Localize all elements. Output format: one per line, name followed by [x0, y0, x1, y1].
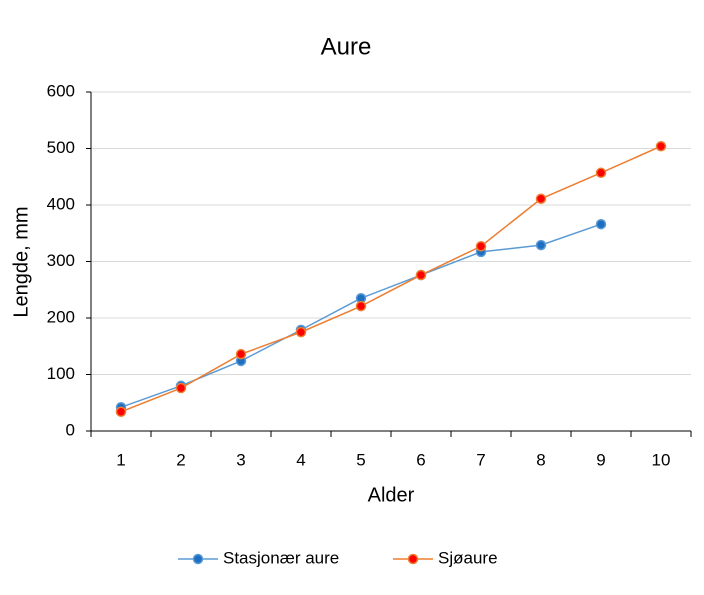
data-point — [475, 240, 487, 252]
y-tick-label: 500 — [47, 138, 75, 157]
legend-marker — [407, 553, 419, 565]
x-tick-label: 4 — [296, 450, 305, 469]
y-tick-label: 200 — [47, 307, 75, 326]
y-tick-label: 600 — [47, 81, 75, 100]
y-tick-label: 400 — [47, 194, 75, 213]
x-axis-title: Alder — [368, 484, 415, 506]
legend-marker — [192, 553, 204, 565]
x-tick-label: 3 — [236, 450, 245, 469]
x-tick-label: 6 — [416, 450, 425, 469]
data-point — [595, 167, 607, 179]
y-tick-label: 0 — [66, 420, 75, 439]
legend-label: Sjøaure — [438, 548, 498, 567]
data-point — [175, 382, 187, 394]
y-tick-label: 300 — [47, 251, 75, 270]
data-point — [535, 193, 547, 205]
legend-label: Stasjonær aure — [223, 548, 339, 567]
data-point — [655, 140, 667, 152]
data-point — [415, 269, 427, 281]
chart-title: Aure — [321, 33, 372, 60]
x-tick-label: 9 — [596, 450, 605, 469]
x-tick-label: 8 — [536, 450, 545, 469]
data-point — [535, 239, 547, 251]
data-point — [355, 300, 367, 312]
series-line — [120, 223, 602, 408]
x-tick-label: 1 — [116, 450, 125, 469]
y-axis-title: Lengde, mm — [10, 206, 32, 317]
y-tick-label: 100 — [47, 364, 75, 383]
data-point — [235, 348, 247, 360]
x-tick-label: 10 — [652, 450, 671, 469]
series-line — [120, 145, 662, 413]
x-tick-label: 7 — [476, 450, 485, 469]
x-tick-label: 5 — [356, 450, 365, 469]
data-point — [595, 218, 607, 230]
x-tick-label: 2 — [176, 450, 185, 469]
data-point — [115, 406, 127, 418]
data-point — [295, 326, 307, 338]
